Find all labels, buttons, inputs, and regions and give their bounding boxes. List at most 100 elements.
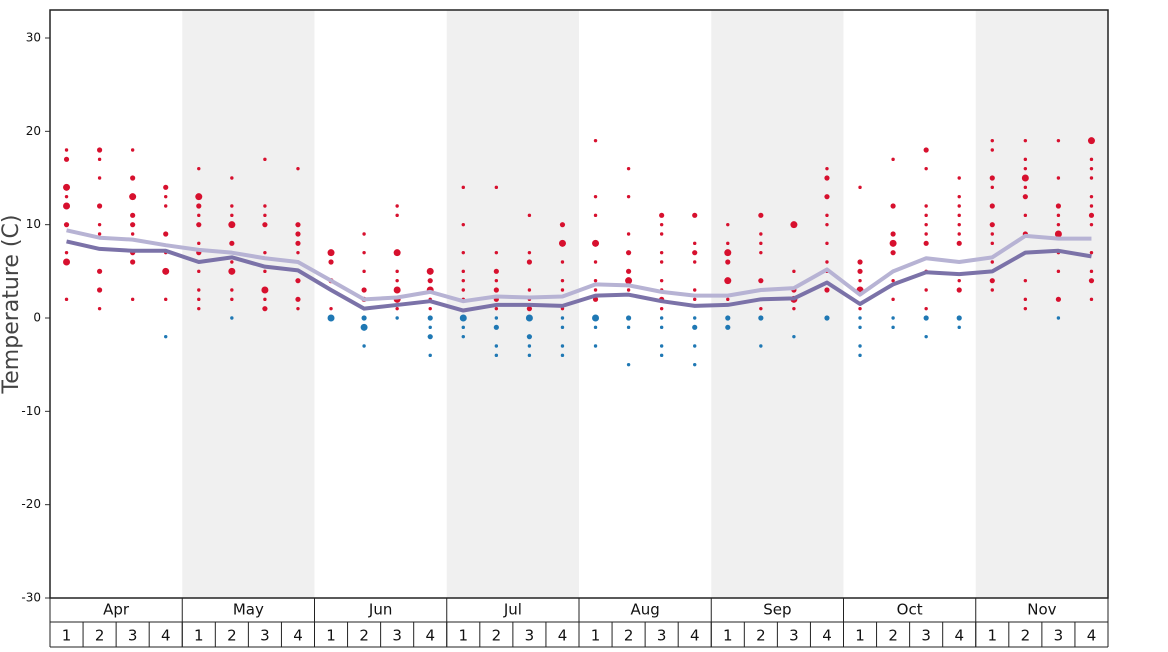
week-label: 4 xyxy=(822,627,832,645)
dot xyxy=(395,306,399,311)
y-tick-label: -20 xyxy=(21,497,41,511)
line xyxy=(66,239,1092,313)
dot xyxy=(692,324,698,330)
dot xyxy=(1023,213,1028,218)
dot xyxy=(592,239,600,247)
dot xyxy=(659,260,664,264)
dot xyxy=(693,288,697,292)
dot xyxy=(693,344,697,348)
dot xyxy=(97,222,102,227)
dot xyxy=(825,213,829,218)
dot xyxy=(625,315,632,321)
dot xyxy=(362,232,366,236)
dot xyxy=(362,269,366,274)
dot xyxy=(296,306,300,311)
dot xyxy=(659,222,664,227)
dot xyxy=(196,203,202,209)
dot xyxy=(197,241,201,246)
dot xyxy=(726,241,730,246)
dot xyxy=(197,288,201,292)
dot xyxy=(130,297,135,302)
dot xyxy=(96,147,103,153)
week-label: 2 xyxy=(95,627,105,645)
dot xyxy=(990,288,994,292)
dot xyxy=(593,213,598,218)
week-label: 4 xyxy=(293,627,303,645)
dot xyxy=(64,148,69,152)
dot xyxy=(228,267,236,275)
dot xyxy=(924,222,928,227)
dot xyxy=(923,147,929,153)
dot xyxy=(957,278,961,283)
dot xyxy=(659,250,664,255)
dot xyxy=(295,278,301,284)
dot xyxy=(1088,278,1095,284)
week-label: 3 xyxy=(1054,627,1064,645)
dot xyxy=(626,232,631,236)
dot xyxy=(263,297,267,302)
dot xyxy=(1056,213,1061,218)
dot xyxy=(725,324,731,330)
dot xyxy=(395,269,399,274)
week-label: 2 xyxy=(888,627,898,645)
dot xyxy=(494,344,499,348)
dot xyxy=(493,268,499,274)
dot xyxy=(659,232,664,236)
week-label: 1 xyxy=(988,627,998,645)
dot xyxy=(527,344,532,348)
y-tick-label: -30 xyxy=(21,591,41,605)
dot xyxy=(1023,185,1028,190)
dot xyxy=(659,316,664,320)
dot xyxy=(1087,137,1095,145)
dot xyxy=(858,325,862,330)
dot xyxy=(923,240,929,246)
dot xyxy=(494,316,499,320)
dot xyxy=(957,222,961,227)
dot xyxy=(825,222,829,227)
dot xyxy=(130,148,135,152)
dot xyxy=(625,277,633,285)
dot xyxy=(593,138,598,143)
week-label: 3 xyxy=(392,627,402,645)
dot xyxy=(1056,138,1061,143)
dot xyxy=(262,306,268,312)
dot xyxy=(296,250,300,255)
dot xyxy=(162,267,170,275)
dot xyxy=(197,213,201,218)
dot xyxy=(659,353,664,358)
dot xyxy=(494,250,499,255)
dot xyxy=(792,269,796,274)
dot xyxy=(759,344,763,348)
dot xyxy=(857,259,863,265)
dot xyxy=(164,334,168,339)
dot xyxy=(63,156,70,162)
month-band xyxy=(975,10,1108,598)
dot xyxy=(230,176,234,180)
dot xyxy=(261,286,269,294)
dot xyxy=(858,344,862,348)
dot xyxy=(1089,176,1094,180)
dot xyxy=(758,278,764,284)
dot xyxy=(230,316,234,320)
month-label: Aug xyxy=(630,601,659,619)
month-label: May xyxy=(233,601,264,619)
dot xyxy=(361,315,367,321)
dot xyxy=(1023,306,1028,311)
dot xyxy=(790,221,798,229)
dot xyxy=(395,213,399,218)
month-label: Jul xyxy=(503,601,522,619)
dot xyxy=(724,249,732,257)
dot xyxy=(990,260,994,264)
week-label: 4 xyxy=(558,627,568,645)
dot xyxy=(825,166,829,171)
dot xyxy=(824,315,830,321)
dot xyxy=(229,240,235,246)
dot xyxy=(197,297,201,302)
week-label: 2 xyxy=(756,627,766,645)
dot xyxy=(527,353,532,358)
dot xyxy=(263,269,267,274)
dot xyxy=(626,166,631,171)
dot xyxy=(295,222,301,228)
dot xyxy=(759,232,763,236)
week-label: 2 xyxy=(227,627,237,645)
